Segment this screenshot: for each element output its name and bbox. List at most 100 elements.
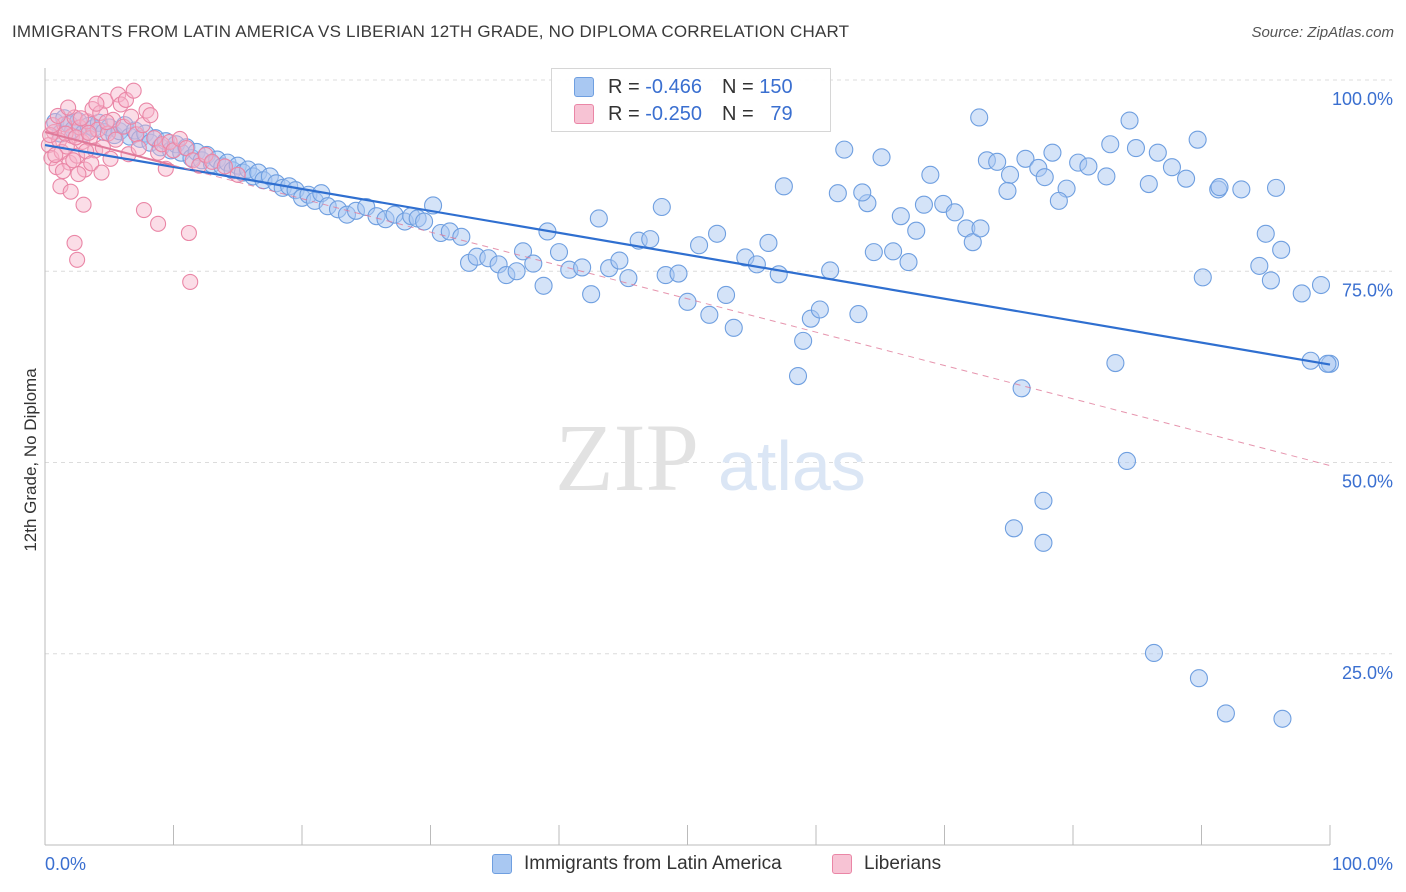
legend-swatch-blue	[574, 77, 594, 97]
point-liberians	[182, 273, 199, 291]
point-liberians	[72, 110, 90, 127]
point-immigrants	[1079, 157, 1098, 176]
legend-row-immigrants: R = -0.466 N = 150	[574, 75, 793, 99]
point-immigrants	[1049, 191, 1068, 210]
point-immigrants	[1311, 275, 1331, 295]
point-immigrants	[828, 184, 847, 203]
point-immigrants	[853, 183, 872, 202]
point-liberians	[97, 92, 114, 109]
point-liberians	[130, 140, 147, 157]
point-liberians	[66, 109, 83, 126]
point-immigrants	[759, 233, 778, 252]
trend-lines	[44, 131, 1331, 467]
series-liberians	[40, 82, 246, 291]
bottom-legend-swatch-blue	[492, 854, 512, 874]
point-immigrants	[619, 269, 638, 288]
point-immigrants	[690, 236, 709, 255]
point-immigrants	[1004, 519, 1023, 538]
point-immigrants	[1148, 143, 1167, 162]
point-liberians	[93, 164, 110, 181]
point-immigrants	[849, 305, 868, 324]
point-immigrants	[810, 300, 829, 319]
point-immigrants	[716, 285, 736, 305]
watermark-zip: ZIP	[555, 404, 699, 511]
point-immigrants	[1117, 451, 1137, 471]
point-immigrants	[1000, 165, 1020, 184]
point-liberians	[229, 166, 246, 183]
point-immigrants	[821, 261, 840, 280]
point-immigrants	[1034, 533, 1053, 552]
point-immigrants	[641, 230, 660, 249]
bottom-legend-liberians: Liberians	[832, 851, 941, 877]
point-liberians	[80, 124, 97, 141]
legend-n-label: N =	[721, 75, 754, 98]
point-immigrants	[794, 331, 813, 350]
point-immigrants	[1272, 240, 1291, 259]
point-immigrants	[582, 285, 601, 304]
y-tick-label: 50.0%	[1342, 472, 1393, 492]
point-immigrants	[610, 251, 629, 270]
point-immigrants	[1035, 168, 1054, 187]
point-immigrants	[1144, 643, 1164, 663]
point-immigrants	[747, 255, 766, 274]
point-immigrants	[921, 165, 940, 184]
point-immigrants	[1043, 143, 1062, 162]
point-liberians	[98, 114, 115, 131]
point-liberians	[52, 178, 69, 195]
point-immigrants	[1210, 178, 1229, 197]
legend-n-value: 79	[770, 102, 793, 125]
bottom-legend-swatch-pink	[832, 854, 852, 874]
point-immigrants	[1120, 111, 1139, 130]
chart-title: IMMIGRANTS FROM LATIN AMERICA VS LIBERIA…	[12, 22, 850, 41]
point-liberians	[135, 202, 152, 219]
point-immigrants	[513, 242, 533, 261]
point-liberians	[62, 183, 79, 200]
y-tick-label: 75.0%	[1342, 280, 1393, 300]
watermark: ZIP atlas	[555, 404, 866, 511]
point-immigrants	[1250, 256, 1269, 275]
point-immigrants	[507, 262, 526, 281]
point-liberians	[150, 144, 167, 161]
x-tick-label-min: 0.0%	[45, 854, 86, 874]
point-immigrants	[1189, 669, 1208, 688]
point-liberians	[142, 107, 159, 124]
point-liberians	[54, 162, 72, 180]
point-liberians	[69, 251, 86, 268]
legend-n-label: N =	[721, 102, 754, 125]
point-liberians	[44, 117, 61, 134]
point-immigrants	[652, 197, 671, 217]
y-tick-label: 100.0%	[1332, 89, 1393, 109]
series-immigrants-latin-america	[46, 108, 1340, 728]
point-liberians	[75, 196, 92, 213]
point-liberians	[107, 131, 124, 148]
point-immigrants	[724, 318, 743, 337]
trend-line-liberians-solid	[44, 131, 174, 167]
point-immigrants	[945, 203, 964, 222]
legend-r-label: R =	[608, 75, 640, 98]
point-immigrants	[1034, 491, 1053, 510]
trend-line-liberians-dashed	[173, 164, 1331, 467]
point-immigrants	[524, 254, 543, 273]
point-immigrants	[1216, 704, 1235, 723]
point-immigrants	[1101, 135, 1120, 154]
point-immigrants	[963, 233, 982, 252]
legend-swatch-pink	[574, 104, 594, 124]
point-liberians	[150, 215, 167, 232]
point-liberians	[83, 155, 100, 172]
point-liberians	[112, 96, 129, 113]
point-liberians	[128, 126, 145, 143]
point-immigrants	[1016, 149, 1035, 168]
point-immigrants	[1106, 353, 1125, 373]
point-immigrants	[1292, 284, 1311, 303]
point-immigrants	[907, 221, 926, 240]
point-liberians	[70, 166, 87, 183]
point-immigrants	[884, 242, 903, 261]
point-liberians	[125, 82, 142, 99]
legend-n-value: 150	[759, 75, 793, 98]
point-immigrants	[1261, 271, 1280, 290]
source-label: Source: ZipAtlas.com	[1251, 24, 1394, 41]
point-immigrants	[1256, 224, 1275, 243]
point-immigrants	[899, 253, 918, 272]
point-immigrants	[678, 292, 697, 311]
